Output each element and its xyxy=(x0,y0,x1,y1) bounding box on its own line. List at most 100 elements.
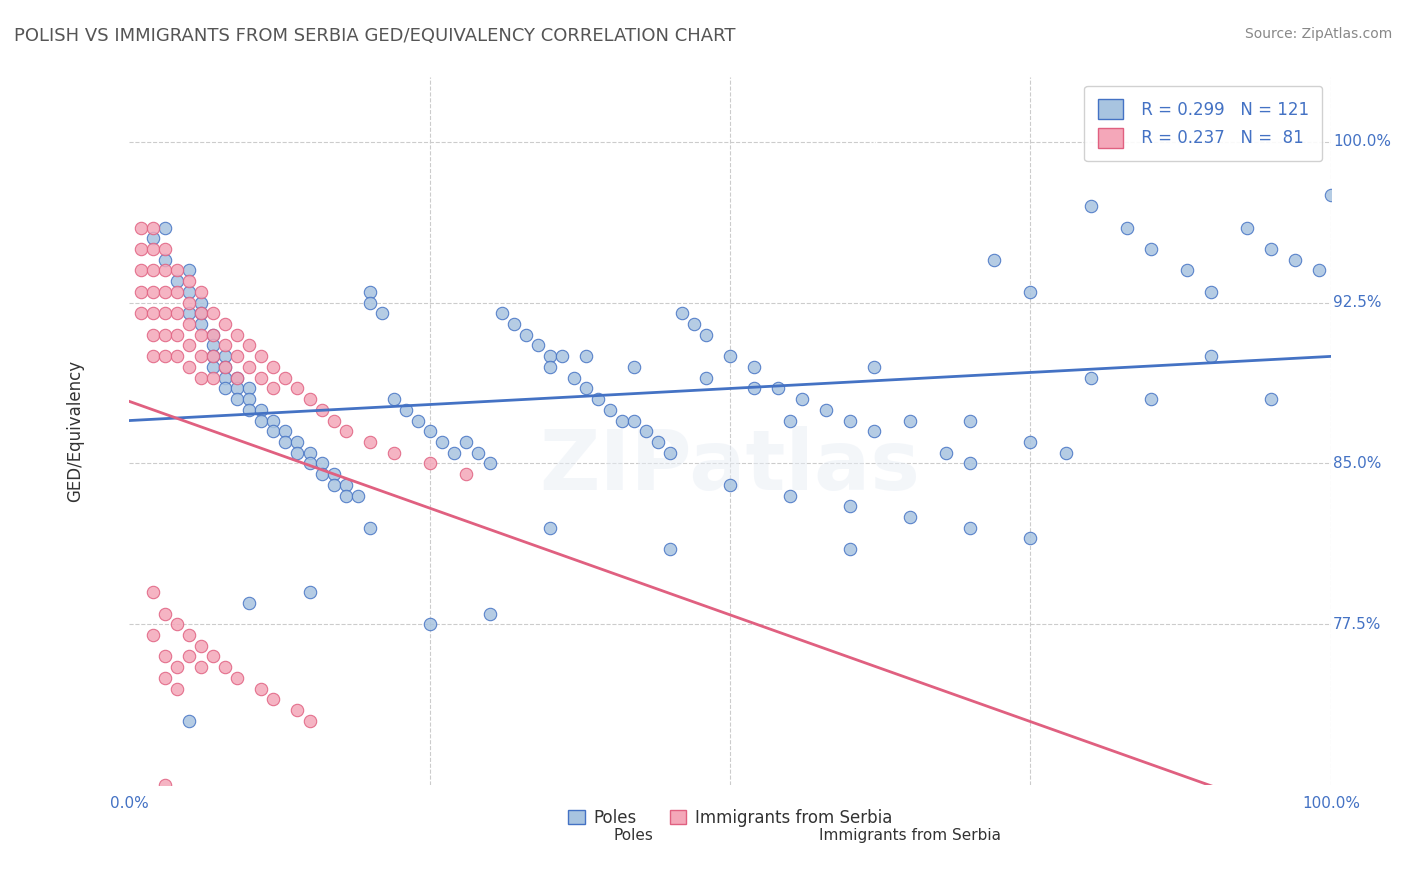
Point xyxy=(1139,242,1161,256)
Point xyxy=(779,489,801,503)
Point xyxy=(179,263,201,277)
Point xyxy=(179,285,201,299)
Point xyxy=(190,327,212,342)
Point xyxy=(359,435,381,450)
Point xyxy=(1080,199,1102,213)
Point xyxy=(202,338,225,352)
Point xyxy=(839,500,862,514)
Point xyxy=(298,392,321,406)
Point xyxy=(1080,370,1102,384)
Point xyxy=(214,359,236,374)
Point xyxy=(166,327,188,342)
Text: 100.0%: 100.0% xyxy=(1333,135,1391,149)
Point xyxy=(839,413,862,427)
Point xyxy=(226,349,249,363)
Point xyxy=(766,381,789,395)
Point xyxy=(467,446,489,460)
Point xyxy=(419,457,441,471)
Point xyxy=(623,413,645,427)
Point xyxy=(959,457,981,471)
Point xyxy=(226,370,249,384)
Point xyxy=(190,317,212,331)
Point xyxy=(155,607,177,621)
Point xyxy=(695,370,717,384)
Point xyxy=(454,467,477,482)
Point xyxy=(538,359,561,374)
Point xyxy=(179,714,201,728)
Point xyxy=(179,317,201,331)
Point xyxy=(382,446,405,460)
Point xyxy=(262,413,284,427)
Point xyxy=(179,338,201,352)
Point xyxy=(792,392,814,406)
Point xyxy=(298,585,321,599)
Point xyxy=(1019,285,1042,299)
Text: Source: ZipAtlas.com: Source: ZipAtlas.com xyxy=(1244,27,1392,41)
Point xyxy=(226,327,249,342)
Point xyxy=(179,799,201,814)
Point xyxy=(311,467,333,482)
Point xyxy=(155,285,177,299)
Point xyxy=(166,681,188,696)
Point xyxy=(287,446,309,460)
Point xyxy=(815,402,838,417)
Point xyxy=(1320,188,1343,202)
Point xyxy=(718,478,741,492)
Point xyxy=(129,306,152,320)
Point xyxy=(623,359,645,374)
Point xyxy=(155,306,177,320)
Text: ZIPatlas: ZIPatlas xyxy=(540,426,921,508)
Point xyxy=(238,392,260,406)
Point xyxy=(166,789,188,803)
Point xyxy=(322,467,344,482)
Text: 92.5%: 92.5% xyxy=(1333,295,1382,310)
Point xyxy=(179,295,201,310)
Point xyxy=(129,220,152,235)
Point xyxy=(142,220,165,235)
Text: Immigrants from Serbia: Immigrants from Serbia xyxy=(820,828,1001,843)
Point xyxy=(155,220,177,235)
Point xyxy=(382,392,405,406)
Point xyxy=(478,457,501,471)
Point xyxy=(238,381,260,395)
Point xyxy=(647,435,669,450)
Point xyxy=(179,628,201,642)
Point xyxy=(695,327,717,342)
Point xyxy=(166,274,188,288)
Point xyxy=(1260,392,1282,406)
Point xyxy=(214,317,236,331)
Point xyxy=(1175,263,1198,277)
Point xyxy=(202,327,225,342)
Point xyxy=(322,478,344,492)
Point xyxy=(562,370,585,384)
Point xyxy=(179,359,201,374)
Point xyxy=(527,338,550,352)
Point xyxy=(250,349,273,363)
Point xyxy=(166,660,188,674)
Point xyxy=(575,381,598,395)
Point xyxy=(190,306,212,320)
Point xyxy=(179,649,201,664)
Point xyxy=(142,327,165,342)
Point xyxy=(155,349,177,363)
Point xyxy=(274,424,297,438)
Point xyxy=(359,295,381,310)
Point xyxy=(394,402,416,417)
Point xyxy=(1056,446,1078,460)
Point xyxy=(551,349,574,363)
Point xyxy=(142,349,165,363)
Point xyxy=(370,306,392,320)
Point xyxy=(190,660,212,674)
Point xyxy=(863,424,886,438)
Point xyxy=(262,424,284,438)
Point xyxy=(311,457,333,471)
Point xyxy=(478,607,501,621)
Point xyxy=(538,349,561,363)
Point xyxy=(335,424,357,438)
Point xyxy=(1019,435,1042,450)
Point xyxy=(322,413,344,427)
Point xyxy=(659,446,682,460)
Point xyxy=(179,306,201,320)
Point xyxy=(742,359,765,374)
Point xyxy=(238,596,260,610)
